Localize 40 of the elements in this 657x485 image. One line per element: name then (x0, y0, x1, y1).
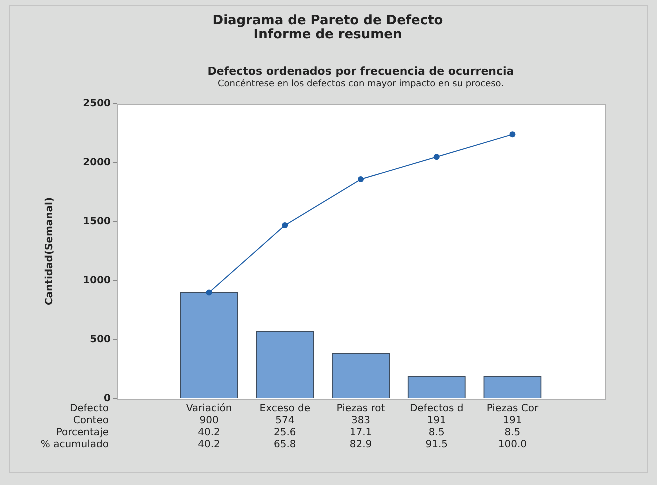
point (282, 222, 288, 229)
x-tick-label: Defectos d (410, 404, 464, 415)
text: 8.5 (428, 428, 445, 439)
y-tick-label: 2000 (83, 158, 112, 169)
text: 17.1 (350, 428, 372, 439)
x-tick-label: Exceso de (260, 404, 310, 415)
text: 91.5 (426, 440, 448, 451)
data-label: 383 (351, 416, 371, 427)
text: % acumulado (40, 440, 109, 451)
x-tick-label: Variación (186, 404, 232, 415)
y-tick-label: 1000 (83, 276, 112, 287)
chart-subtitle: Informe de resumen (254, 27, 402, 42)
text: Porcentaje (56, 428, 109, 439)
point (510, 132, 516, 138)
chart-title: Diagrama de Pareto de Defecto (212, 13, 444, 28)
x-axis-title: Defecto (70, 404, 109, 415)
point (206, 290, 212, 296)
text: Defectos ordenados por frecuencia de ocurrencia (208, 64, 514, 78)
data-label: 191 (427, 416, 446, 427)
y-tick-label: 0 (104, 394, 112, 405)
point (358, 176, 364, 183)
y-tick-label: 2500 (83, 98, 112, 110)
x-tick-label: Piezas Cor (486, 404, 540, 415)
text: Concéntrese en los defectos con mayor impacto en su proceso. (218, 78, 504, 90)
data-label: 900 (200, 416, 219, 427)
y-axis-title: Cantidad(Semanal) (44, 197, 56, 306)
text: 82.9 (350, 440, 372, 451)
text: 25.6 (274, 428, 296, 439)
text: 65.8 (274, 440, 296, 451)
text: 100.0 (498, 440, 528, 451)
y-tick-label: 500 (90, 334, 112, 346)
text: 8.5 (504, 428, 521, 439)
text: 40.2 (198, 440, 220, 451)
x-tick-label: Piezas rot (336, 404, 386, 415)
data-label: 574 (276, 416, 295, 427)
data-label: 191 (503, 416, 522, 427)
text: 40.2 (198, 428, 220, 439)
text: Conteo (73, 416, 109, 427)
point (434, 154, 440, 160)
y-tick-label: 1500 (83, 216, 112, 228)
